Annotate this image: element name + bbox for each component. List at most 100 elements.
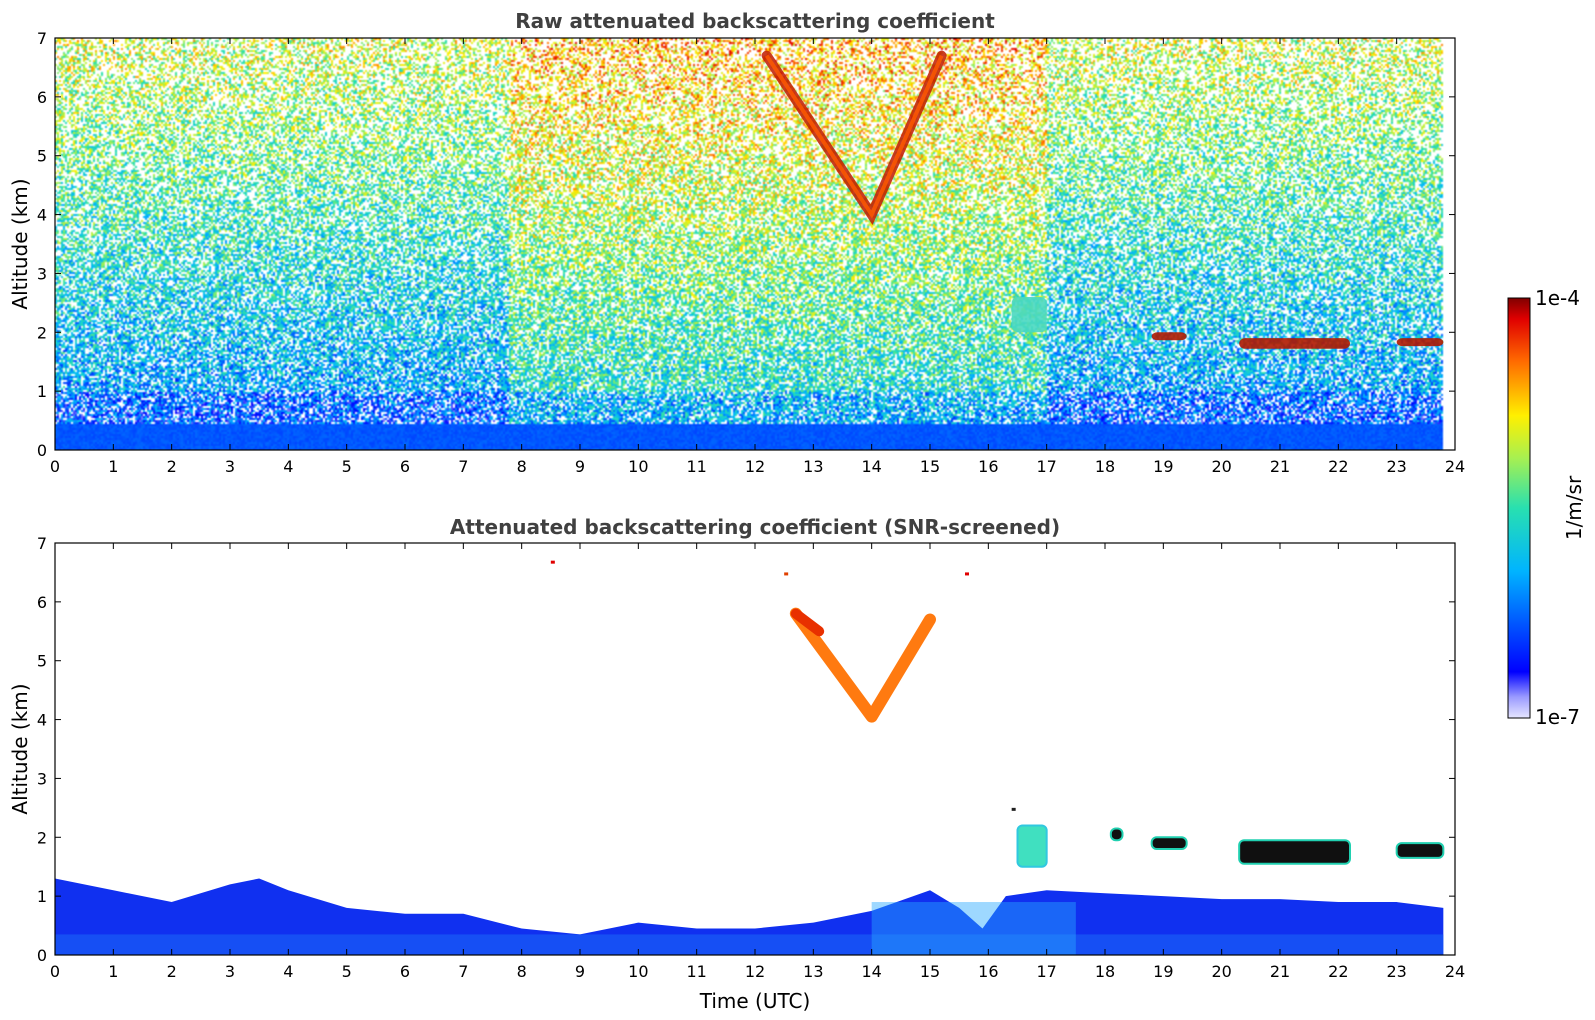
x-tick-label: 18 xyxy=(1095,962,1115,981)
x-tick-label: 13 xyxy=(803,457,823,476)
raw-low-cloud xyxy=(1151,332,1187,341)
x-tick-label: 9 xyxy=(575,962,585,981)
x-tick-label: 24 xyxy=(1445,457,1465,476)
y-tick-label: 5 xyxy=(37,147,47,166)
snr-speck xyxy=(784,572,789,576)
snr-x-axis: 0 1 2 3 4 5 6 7 8 9 10 11 12 13 14 15 16 17 18 19 20 21 22 23 24 xyxy=(50,543,1465,981)
raw-y-axis-label: Altitude (km) xyxy=(8,178,32,309)
raw-heatmap xyxy=(55,38,1455,450)
raw-low-cloud xyxy=(1239,338,1350,349)
snr-panel-title: Attenuated backscattering coefficient (S… xyxy=(450,515,1060,539)
x-tick-label: 6 xyxy=(400,457,410,476)
snr-low-cloud xyxy=(1150,836,1188,851)
x-tick-label: 10 xyxy=(628,962,648,981)
x-tick-label: 23 xyxy=(1386,457,1406,476)
x-tick-label: 22 xyxy=(1328,457,1348,476)
x-tick-label: 2 xyxy=(167,962,177,981)
y-tick-label: 6 xyxy=(37,593,47,612)
x-tick-label: 11 xyxy=(686,457,706,476)
y-tick-label: 2 xyxy=(37,828,47,847)
raw-y-axis: 0 1 2 3 4 5 6 7 xyxy=(37,29,1455,460)
x-tick-label: 9 xyxy=(575,457,585,476)
raw-x-axis: 0 1 2 3 4 5 6 7 8 9 10 11 12 13 14 15 16 17 18 19 20 21 22 23 24 xyxy=(50,38,1465,476)
x-tick-label: 18 xyxy=(1095,457,1115,476)
raw-low-cloud xyxy=(1396,338,1444,347)
colorbar: 1e-4 1e-7 1/m/sr xyxy=(1507,286,1586,729)
x-tick-label: 12 xyxy=(745,457,765,476)
x-tick-label: 7 xyxy=(458,457,468,476)
snr-low-cloud xyxy=(1016,824,1048,868)
y-tick-label: 4 xyxy=(37,206,47,225)
x-axis-label: Time (UTC) xyxy=(699,989,811,1013)
x-tick-label: 1 xyxy=(108,962,118,981)
snr-low-cloud xyxy=(1238,839,1351,865)
raw-backscatter-panel: Raw attenuated backscattering coefficien… xyxy=(8,9,1465,476)
x-tick-label: 8 xyxy=(517,962,527,981)
x-tick-label: 3 xyxy=(225,457,235,476)
x-tick-label: 8 xyxy=(517,457,527,476)
y-tick-label: 3 xyxy=(37,769,47,788)
x-tick-label: 0 xyxy=(50,962,60,981)
y-tick-label: 0 xyxy=(37,441,47,460)
snr-screened-panel: Attenuated backscattering coefficient (S… xyxy=(8,515,1465,1013)
snr-speck xyxy=(1011,807,1016,811)
colorbar-gradient xyxy=(1507,297,1531,719)
raw-noise-field xyxy=(55,38,1455,450)
colorbar-unit-label: 1/m/sr xyxy=(1562,475,1586,540)
x-tick-label: 15 xyxy=(920,457,940,476)
y-tick-label: 6 xyxy=(37,88,47,107)
x-tick-label: 3 xyxy=(225,962,235,981)
x-tick-label: 5 xyxy=(342,457,352,476)
x-tick-label: 7 xyxy=(458,962,468,981)
x-tick-label: 2 xyxy=(167,457,177,476)
x-tick-label: 21 xyxy=(1270,457,1290,476)
raw-panel-title: Raw attenuated backscattering coefficien… xyxy=(515,9,995,33)
y-tick-label: 1 xyxy=(37,382,47,401)
x-tick-label: 0 xyxy=(50,457,60,476)
snr-speck xyxy=(550,560,555,564)
x-tick-label: 11 xyxy=(686,962,706,981)
x-tick-label: 19 xyxy=(1153,457,1173,476)
snr-daytime-layer xyxy=(871,902,1076,955)
y-tick-label: 4 xyxy=(37,711,47,730)
y-tick-label: 5 xyxy=(37,652,47,671)
raw-low-cloud xyxy=(1011,296,1047,333)
x-tick-label: 6 xyxy=(400,962,410,981)
x-tick-label: 4 xyxy=(283,457,293,476)
snr-y-axis-label: Altitude (km) xyxy=(8,683,32,814)
colorbar-min-label: 1e-7 xyxy=(1535,705,1580,729)
snr-y-axis: 0 1 2 3 4 5 6 7 xyxy=(37,534,1455,965)
y-tick-label: 1 xyxy=(37,887,47,906)
snr-surface-band xyxy=(55,934,1444,955)
x-tick-label: 14 xyxy=(861,457,881,476)
x-tick-label: 12 xyxy=(745,962,765,981)
x-tick-label: 4 xyxy=(283,962,293,981)
x-tick-label: 22 xyxy=(1328,962,1348,981)
x-tick-label: 16 xyxy=(978,457,998,476)
x-tick-label: 15 xyxy=(920,962,940,981)
y-tick-label: 0 xyxy=(37,946,47,965)
y-tick-label: 7 xyxy=(37,534,47,553)
y-tick-label: 3 xyxy=(37,264,47,283)
raw-cirrus-core xyxy=(764,54,944,219)
x-tick-label: 17 xyxy=(1036,962,1056,981)
snr-low-cloud xyxy=(1109,827,1124,842)
x-tick-label: 23 xyxy=(1386,962,1406,981)
snr-cirrus-cloud xyxy=(789,607,936,723)
x-tick-label: 1 xyxy=(108,457,118,476)
x-tick-label: 17 xyxy=(1036,457,1056,476)
snr-low-cloud xyxy=(1395,842,1445,859)
x-tick-label: 20 xyxy=(1211,457,1231,476)
x-tick-label: 19 xyxy=(1153,962,1173,981)
x-tick-label: 20 xyxy=(1211,962,1231,981)
x-tick-label: 13 xyxy=(803,962,823,981)
x-tick-label: 21 xyxy=(1270,962,1290,981)
x-tick-label: 10 xyxy=(628,457,648,476)
snr-cirrus-edge xyxy=(790,608,825,637)
snr-heatmap xyxy=(55,560,1445,955)
x-tick-label: 5 xyxy=(342,962,352,981)
colorbar-max-label: 1e-4 xyxy=(1535,286,1580,310)
y-tick-label: 2 xyxy=(37,323,47,342)
x-tick-label: 16 xyxy=(978,962,998,981)
